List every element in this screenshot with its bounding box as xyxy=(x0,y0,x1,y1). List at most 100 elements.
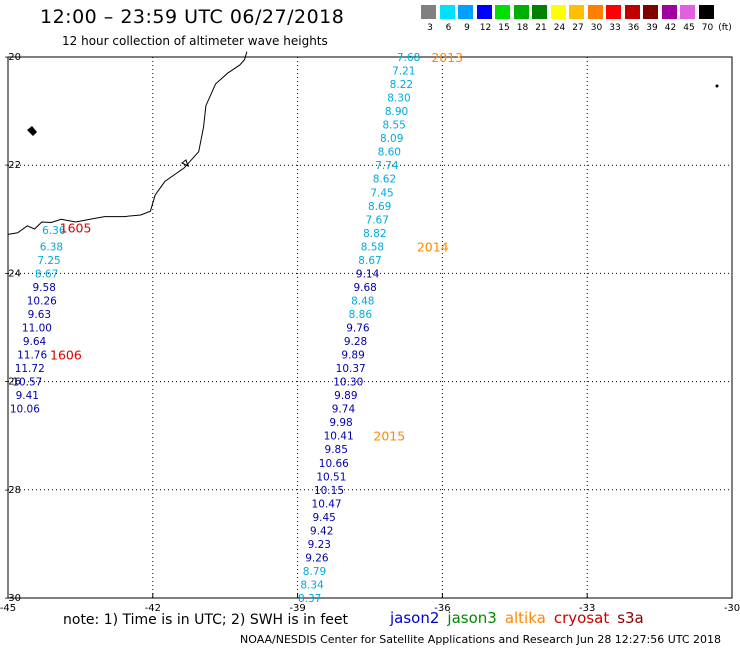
wave-height-value: 9.89 xyxy=(334,390,357,402)
wave-height-value: 9.41 xyxy=(16,390,39,402)
x-tick-label: -42 xyxy=(145,603,161,614)
island-dot xyxy=(715,84,719,88)
satellite-label: jason3 xyxy=(447,609,497,627)
wave-height-value: 8.62 xyxy=(373,174,396,186)
chart-subtitle: 12 hour collection of altimeter wave hei… xyxy=(62,34,328,48)
scale-label: 33 xyxy=(609,23,621,33)
scale-swatch xyxy=(458,5,473,19)
wave-height-value: 8.22 xyxy=(390,79,413,91)
scale-swatch xyxy=(439,5,455,19)
note-text: note: 1) Time is in UTC; 2) SWH is in fe… xyxy=(63,612,349,628)
wave-height-value: 11.76 xyxy=(17,350,47,362)
wave-height-value: 9.74 xyxy=(332,404,356,416)
wave-height-value: 7.74 xyxy=(375,160,399,172)
wave-height-value: 8.55 xyxy=(382,120,405,132)
wave-height-value: 8.30 xyxy=(387,93,410,105)
wave-height-value: 8.58 xyxy=(361,241,384,253)
scale-swatch xyxy=(624,5,640,19)
scale-swatch xyxy=(643,5,658,19)
scale-unit: (ft) xyxy=(718,23,732,33)
y-tick-label: -20 xyxy=(5,52,21,63)
scale-swatch xyxy=(661,5,677,19)
wave-height-value: 9.23 xyxy=(308,539,331,551)
x-tick-label: -36 xyxy=(434,603,450,614)
scale-swatch xyxy=(680,5,695,19)
wave-height-value: 9.85 xyxy=(325,444,348,456)
scale-label: 3 xyxy=(427,23,433,33)
time-label: 2015 xyxy=(373,429,405,444)
island xyxy=(181,159,189,167)
satellite-legend: jason2 jason3 altika cryosat s3a xyxy=(390,609,652,627)
scale-label: 45 xyxy=(683,23,695,33)
wave-height-value: 10.15 xyxy=(314,485,344,497)
scale-label: 39 xyxy=(646,23,658,33)
wave-height-value: 8.86 xyxy=(349,309,373,321)
wave-height-value: 9.76 xyxy=(346,323,370,335)
wave-height-value: 8.82 xyxy=(363,228,386,240)
wave-height-value: 6.36 xyxy=(42,225,66,237)
wave-height-value: 9.42 xyxy=(310,525,333,537)
scale-label: 6 xyxy=(445,23,452,33)
y-tick-label: -30 xyxy=(5,593,21,604)
wave-height-value: 11.00 xyxy=(22,323,52,335)
wave-height-value: 8.67 xyxy=(35,268,58,280)
wave-height-value: 8.37 xyxy=(298,593,321,605)
wave-height-value: 9.68 xyxy=(353,282,376,294)
wave-height-value: 9.14 xyxy=(356,268,380,280)
satellite-label: altika xyxy=(504,609,546,627)
scale-label: 24 xyxy=(553,23,566,33)
wave-height-value: 7.67 xyxy=(366,214,389,226)
wave-height-value: 7.68 xyxy=(397,52,420,64)
wave-height-value: 9.45 xyxy=(312,512,335,524)
scale-label: 30 xyxy=(590,23,603,33)
wave-height-value: 6.38 xyxy=(40,241,63,253)
wave-height-value: 10.30 xyxy=(333,377,363,389)
scale-swatch xyxy=(476,5,492,19)
scale-label: 9 xyxy=(464,23,470,33)
scale-label: 70 xyxy=(701,23,714,33)
island xyxy=(27,126,37,136)
wave-height-value: 9.26 xyxy=(305,552,329,564)
wave-height-value: 10.66 xyxy=(319,458,349,470)
scale-swatch xyxy=(698,5,714,19)
wave-height-value: 8.67 xyxy=(358,255,381,267)
time-label: 2013 xyxy=(431,50,463,65)
scale-label: 21 xyxy=(535,23,547,33)
satellite-label: cryosat xyxy=(553,609,610,627)
wave-height-value: 10.47 xyxy=(312,498,342,510)
wave-height-value: 7.25 xyxy=(37,255,60,267)
x-tick-label: -33 xyxy=(579,603,595,614)
wave-height-value: 9.64 xyxy=(23,336,47,348)
wave-height-value: 9.63 xyxy=(28,309,51,321)
wave-height-value: 10.06 xyxy=(10,404,40,416)
wave-height-value: 8.90 xyxy=(385,106,408,118)
time-label: 1605 xyxy=(60,220,92,235)
wave-height-value: 10.57 xyxy=(12,377,42,389)
scale-label: 15 xyxy=(498,23,510,33)
wave-height-value: 7.21 xyxy=(392,66,415,78)
scale-swatch xyxy=(421,5,436,19)
wave-height-value: 7.45 xyxy=(370,187,393,199)
wave-height-value: 8.48 xyxy=(351,295,374,307)
time-label: 2014 xyxy=(417,239,449,254)
wave-height-value: 11.72 xyxy=(15,363,45,375)
wave-height-value: 9.28 xyxy=(344,336,367,348)
y-tick-label: -26 xyxy=(5,377,21,388)
time-label: 1606 xyxy=(50,348,82,363)
wave-height-value: 8.60 xyxy=(378,147,401,159)
wave-height-value: 10.41 xyxy=(324,431,354,443)
scale-swatch xyxy=(513,5,529,19)
wave-height-value: 8.79 xyxy=(303,566,326,578)
wave-height-value: 10.51 xyxy=(316,471,346,483)
wave-height-value: 9.89 xyxy=(341,350,364,362)
wave-height-value: 10.26 xyxy=(27,295,57,307)
scale-label: 36 xyxy=(627,23,640,33)
y-tick-label: -28 xyxy=(5,485,21,496)
scale-label: 12 xyxy=(479,23,492,33)
scale-swatch xyxy=(587,5,603,19)
x-tick-label: -45 xyxy=(0,603,16,614)
chart-title: 12:00 – 23:59 UTC 06/27/2018 xyxy=(40,6,345,28)
scale-swatch xyxy=(495,5,510,19)
satellite-label: s3a xyxy=(617,609,644,627)
